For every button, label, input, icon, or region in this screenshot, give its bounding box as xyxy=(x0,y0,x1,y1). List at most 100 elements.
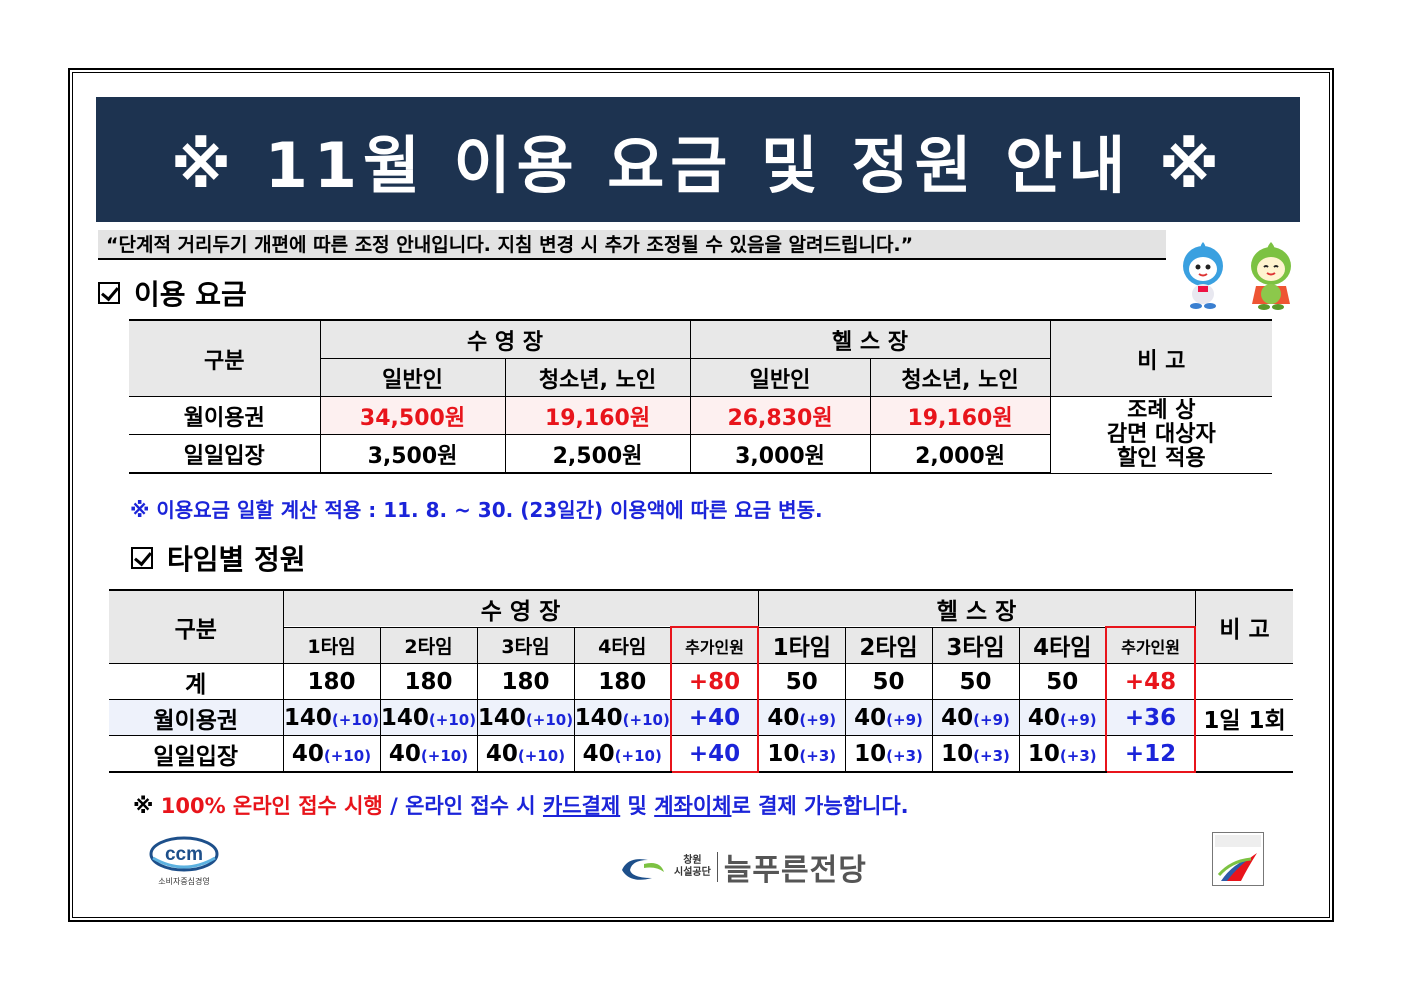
capacity-extra-small: (+3) xyxy=(1059,746,1097,765)
capacity-value: 40(+10) xyxy=(573,735,672,773)
capacity-row-label: 계 xyxy=(109,663,284,700)
fee-header-pool: 수 영 장 xyxy=(319,319,691,359)
fee-header-pool-general: 일반인 xyxy=(320,358,506,397)
mascot-blue-icon xyxy=(1183,242,1223,309)
fee-value: 2,500원 xyxy=(504,434,691,474)
capacity-extra-small: (+10) xyxy=(517,746,566,765)
fee-value: 26,830원 xyxy=(689,396,871,435)
capacity-value: 10(+3) xyxy=(931,735,1020,773)
capacity-value: 180 xyxy=(573,663,672,700)
capacity-value: 10(+3) xyxy=(757,735,846,773)
fee-remark-line: 조례 상 xyxy=(1127,397,1196,423)
fee-value: 34,500원 xyxy=(319,396,506,435)
capacity-header-gym: 헬 스 장 xyxy=(757,589,1196,628)
fee-row-label: 일일입장 xyxy=(129,434,321,474)
org-line: 창원 xyxy=(683,855,702,866)
capacity-value: 50 xyxy=(931,663,1020,700)
capacity-number: 140 xyxy=(477,704,526,731)
capacity-header-pool: 수 영 장 xyxy=(282,589,759,628)
slot-header: 4타임 xyxy=(573,626,672,664)
org-name: 창원 시설공단 xyxy=(674,855,711,879)
capacity-number: 140 xyxy=(283,704,332,731)
ccm-caption: 소비자중심경영 xyxy=(158,877,210,886)
fee-header-gym: 헬 스 장 xyxy=(689,319,1051,359)
capacity-number: 40 xyxy=(854,704,887,731)
note-online-only: 100% 온라인 접수 시행 xyxy=(160,794,383,818)
fee-value: 3,000원 xyxy=(689,434,871,474)
logo-divider xyxy=(716,852,718,882)
capacity-extra: +48 xyxy=(1105,663,1197,700)
capacity-value: 10(+3) xyxy=(1018,735,1107,773)
capacity-value: 40(+9) xyxy=(757,699,846,736)
capacity-extra: +40 xyxy=(669,735,760,773)
capacity-number: 140 xyxy=(574,704,623,731)
capacity-value: 180 xyxy=(379,663,478,700)
section-capacity-heading: 타임별 정원 xyxy=(131,538,306,578)
capacity-number: 140 xyxy=(380,704,429,731)
fee-header-category: 구분 xyxy=(129,319,321,397)
capacity-number: 40 xyxy=(485,740,518,767)
fee-header-pool-youth: 청소년, 노인 xyxy=(504,358,691,397)
certification-mark xyxy=(1212,832,1264,886)
capacity-value: 180 xyxy=(282,663,381,700)
capacity-number: 40 xyxy=(941,704,974,731)
capacity-row-label: 월이용권 xyxy=(109,699,284,736)
capacity-value: 40(+9) xyxy=(931,699,1020,736)
ccm-logo-icon: ccm xyxy=(149,836,219,872)
capacity-value: 140(+10) xyxy=(282,699,381,736)
note-suffix: 로 결제 가능합니다. xyxy=(731,794,909,818)
slot-header: 3타임 xyxy=(476,626,575,664)
swoosh-logo-icon xyxy=(622,859,664,880)
capacity-extra-small: (+3) xyxy=(973,746,1010,765)
capacity-value: 140(+10) xyxy=(476,699,575,736)
capacity-extra-small: (+9) xyxy=(1059,710,1097,729)
fee-value: 3,500원 xyxy=(319,434,506,474)
capacity-number: 40 xyxy=(1027,704,1060,731)
outer-frame xyxy=(68,68,1334,922)
ccm-logo: ccm 소비자중심경영 xyxy=(148,836,228,886)
fee-value: 19,160원 xyxy=(504,396,691,435)
section-fees-title: 이용 요금 xyxy=(134,278,247,311)
capacity-extra-small: (+3) xyxy=(799,746,837,765)
capacity-extra-small: (+10) xyxy=(525,710,574,729)
note-bank-transfer: 계좌이체 xyxy=(654,794,732,818)
fee-value: 2,000원 xyxy=(869,434,1051,474)
slot-header-extra: 추가인원 xyxy=(1105,626,1197,664)
capacity-extra-small: (+9) xyxy=(799,710,837,729)
note-card-payment: 카드결제 xyxy=(542,794,621,818)
capacity-number: 10 xyxy=(854,740,887,767)
fee-row-label: 월이용권 xyxy=(129,396,321,435)
capacity-value: 10(+3) xyxy=(844,735,933,773)
fee-table: 구분 수 영 장 헬 스 장 비 고 일반인 청소년, 노인 일반인 청소년, … xyxy=(129,319,1273,474)
capacity-extra-small: (+3) xyxy=(886,746,923,765)
fee-header-gym-general: 일반인 xyxy=(689,358,871,397)
org-line: 시설공단 xyxy=(674,867,711,878)
online-payment-note: ※ 100% 온라인 접수 시행 / 온라인 접수 시 카드결제 및 계좌이체로… xyxy=(133,790,909,820)
fee-remark-line: 감면 대상자 xyxy=(1106,421,1216,447)
slot-header: 1타임 xyxy=(283,626,381,664)
slot-header: 3타임 xyxy=(931,626,1020,664)
capacity-table: 구분 수 영 장 헬 스 장 비 고 1타임 2타임 3타임 4타임 추가인원 … xyxy=(109,589,1294,773)
capacity-extra-small: (+10) xyxy=(331,710,380,729)
checkbox-icon xyxy=(98,282,120,304)
capacity-extra: +12 xyxy=(1105,735,1197,773)
fee-remark: 조례 상 감면 대상자 할인 적용 xyxy=(1049,396,1273,474)
capacity-value: 40(+9) xyxy=(844,699,933,736)
capacity-row-daily: 일일입장 40(+10) 40(+10) 40(+10) 40(+10) +40… xyxy=(109,735,1294,773)
capacity-value: 50 xyxy=(757,663,846,700)
capacity-extra-small: (+10) xyxy=(622,710,670,729)
capacity-extra: +80 xyxy=(669,663,760,700)
fee-prorate-note: ※ 이용요금 일할 계산 적용 : 11. 8. ~ 30. (23일간) 이용… xyxy=(130,498,823,522)
fee-header-gym-youth: 청소년, 노인 xyxy=(869,358,1051,397)
slot-header-extra: 추가인원 xyxy=(669,626,760,664)
adjustment-notice: “단계적 거리두기 개편에 따른 조정 안내입니다. 지침 변경 시 추가 조정… xyxy=(98,230,1166,260)
capacity-extra: +40 xyxy=(669,699,760,736)
capacity-extra: +36 xyxy=(1105,699,1197,736)
capacity-number: 40 xyxy=(582,740,615,767)
capacity-number: 40 xyxy=(388,740,421,767)
capacity-extra-small: (+9) xyxy=(973,710,1010,729)
capacity-number: 10 xyxy=(1027,740,1060,767)
capacity-number: 40 xyxy=(767,704,800,731)
capacity-value: 50 xyxy=(1018,663,1107,700)
slot-header: 2타임 xyxy=(379,626,478,664)
